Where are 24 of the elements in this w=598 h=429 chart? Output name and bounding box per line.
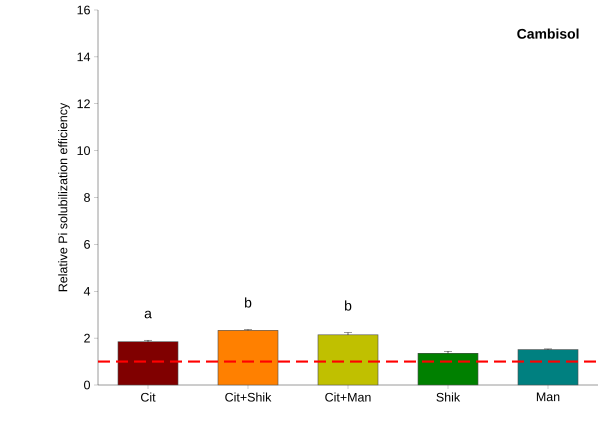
y-tick-label: 8 [84, 193, 90, 202]
y-tick-label: 6 [84, 240, 90, 249]
x-tick-label: Cit [141, 392, 156, 402]
x-tick-label: Man [536, 392, 560, 402]
bar [118, 341, 178, 386]
annotation: b [345, 300, 352, 311]
y-tick-label: 0 [84, 380, 90, 390]
x-tick-label: Cit+Man [325, 392, 371, 402]
y-tick-label: 14 [78, 52, 90, 62]
annotation: a [144, 310, 152, 318]
y-tick-label: 12 [78, 99, 90, 108]
y-tick-label: 4 [84, 286, 90, 296]
bar [518, 349, 578, 386]
y-tick-label: 16 [78, 6, 90, 14]
annotation: b [245, 297, 252, 308]
y-tick-label: 2 [84, 334, 90, 342]
bar [318, 334, 378, 386]
annotation: Cambisol [517, 28, 578, 39]
bar [418, 353, 478, 386]
x-tick-label: Cit+Shik [225, 392, 272, 402]
y-tick-label: 10 [78, 146, 90, 156]
y-axis-title: Relative Pi solubilization efficiency [58, 102, 70, 292]
x-tick-label: Shik [436, 392, 460, 402]
bar [218, 330, 278, 386]
